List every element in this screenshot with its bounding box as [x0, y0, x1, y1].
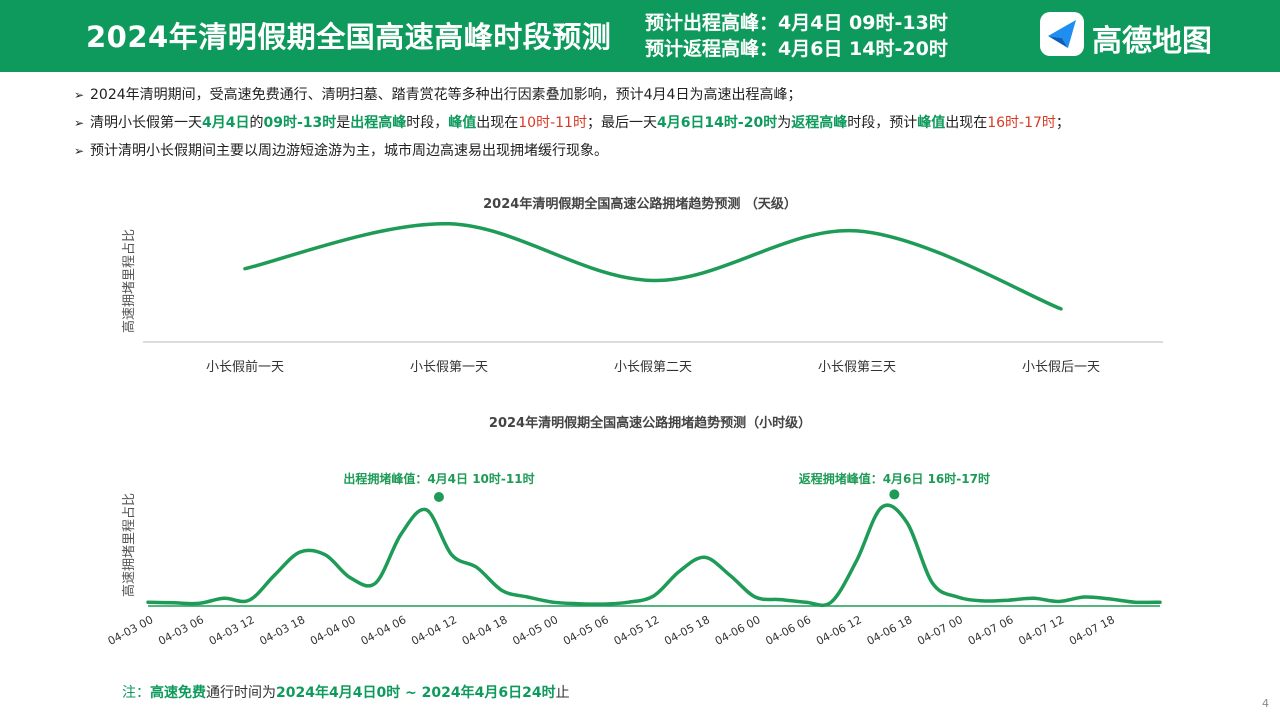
bullet-text: 2024年清明期间，受高速免费通行、清明扫墓、踏青赏花等多种出行因素叠加影响，预…: [90, 87, 802, 103]
x-tick-label: 04-04 06: [359, 613, 409, 648]
return-peak-text: 预计返程高峰：4月6日 14时-20时: [645, 38, 948, 60]
amap-logo-icon: [1040, 12, 1084, 56]
bullet-item: ➢ 预计清明小长假期间主要以周边游短途游为主，城市周边高速易出现拥堵缓行现象。: [74, 140, 1070, 168]
daily-trend-line: [243, 222, 1063, 311]
arrow-bullet-icon: ➢: [74, 144, 85, 158]
x-tick-label: 04-06 00: [713, 613, 763, 648]
footnote-middle: 通行时间为: [206, 685, 276, 701]
page-number: 4: [1262, 697, 1269, 710]
peak-annotation: 出程拥堵峰值：4月4日 10时-11时: [343, 471, 534, 486]
bullet-segment: 的: [249, 115, 264, 131]
footnote: 注：高速免费通行时间为2024年4月4日0时 ~ 2024年4月6日24时止: [122, 682, 570, 702]
amap-logo: 高德地图: [1040, 12, 1240, 60]
bullet-segment: 为: [777, 115, 792, 131]
x-tick-label: 04-06 18: [865, 613, 915, 648]
bullet-segment: 10时-11时: [518, 115, 587, 131]
chart-title: 2024年清明假期全国高速公路拥堵趋势预测 （天级）: [483, 196, 797, 212]
x-tick-label: 小长假后一天: [1022, 360, 1100, 375]
x-tick-label: 04-05 06: [561, 613, 611, 648]
x-tick-label: 04-07 12: [1016, 613, 1066, 648]
bullet-segment: ；: [1055, 115, 1070, 131]
peak-marker: [433, 492, 444, 502]
daily-congestion-chart: 2024年清明假期全国高速公路拥堵趋势预测 （天级） 高速拥堵里程占比小长假前一天…: [121, 196, 1163, 375]
bullet-segment: 时段，: [406, 115, 449, 131]
x-tick-label: 小长假第三天: [818, 360, 896, 375]
bullet-segment: 是: [336, 115, 351, 131]
bullet-segment: 清明小长假第一天: [90, 115, 202, 131]
x-tick-label: 04-07 00: [915, 613, 965, 648]
bullet-segment: 4月4日: [202, 115, 250, 131]
footnote-highlight: 高速免费: [150, 685, 206, 701]
x-tick-label: 小长假第一天: [410, 360, 488, 375]
footnote-prefix: 注：: [122, 685, 150, 701]
x-tick-label: 04-04 12: [409, 613, 459, 648]
bullet-segment: 时段，预计: [847, 115, 918, 131]
bullet-segment: ；最后一天: [586, 115, 657, 131]
bullet-segment: 出程高峰: [350, 115, 407, 131]
bullet-text: 预计清明小长假期间主要以周边游短途游为主，城市周边高速易出现拥堵缓行现象。: [90, 143, 608, 159]
peak-summary: 预计出程高峰：4月4日 09时-13时 预计返程高峰：4月6日 14时-20时: [645, 10, 948, 62]
y-axis-label: 高速拥堵里程占比: [121, 493, 137, 597]
bullet-segment: 峰值: [917, 115, 946, 131]
bullet-segment: 出现在: [476, 115, 519, 131]
x-tick-label: 04-05 12: [612, 613, 662, 648]
x-tick-label: 04-04 18: [460, 613, 510, 648]
bullet-segment: 09时-13时: [263, 115, 337, 131]
x-tick-label: 04-05 00: [510, 613, 560, 648]
bullet-segment: 4月6日14时-20时: [656, 115, 778, 131]
arrow-bullet-icon: ➢: [74, 88, 85, 102]
footnote-suffix: 止: [555, 685, 570, 701]
peak-marker: [889, 489, 900, 500]
x-tick-label: 04-03 00: [106, 613, 156, 648]
arrow-bullet-icon: ➢: [74, 116, 85, 130]
x-tick-label: 04-05 18: [662, 613, 712, 648]
x-tick-label: 04-04 00: [308, 613, 358, 648]
hourly-trend-line: [146, 503, 1162, 608]
bullet-item: ➢ 清明小长假第一天4月4日的09时-13时是出程高峰时段，峰值出现在10时-11…: [74, 112, 1070, 140]
x-tick-label: 04-03 06: [156, 613, 206, 648]
bullet-segment: 返程高峰: [791, 115, 848, 131]
amap-logo-text: 高德地图: [1092, 24, 1212, 59]
footnote-range: 2024年4月4日0时 ~ 2024年4月6日24时: [276, 685, 556, 701]
chart-title: 2024年清明假期全国高速公路拥堵趋势预测（小时级）: [489, 415, 811, 431]
peak-annotation: 返程拥堵峰值：4月6日 16时-17时: [799, 471, 990, 486]
page-title: 2024年清明假期全国高速高峰时段预测: [86, 20, 612, 54]
outbound-peak-text: 预计出程高峰：4月4日 09时-13时: [645, 12, 948, 34]
x-tick-label: 04-07 18: [1067, 613, 1117, 648]
x-tick-label: 04-03 18: [257, 613, 307, 648]
x-tick-label: 04-06 06: [763, 613, 813, 648]
bullet-item: ➢ 2024年清明期间，受高速免费通行、清明扫墓、踏青赏花等多种出行因素叠加影响，…: [74, 84, 1070, 112]
x-tick-label: 04-07 06: [966, 613, 1016, 648]
bullet-segment: 出现在: [945, 115, 988, 131]
y-axis-label: 高速拥堵里程占比: [121, 229, 137, 333]
x-tick-label: 小长假第二天: [614, 360, 692, 375]
bullet-text-rich: 清明小长假第一天4月4日的09时-13时是出程高峰时段，峰值出现在10时-11时…: [90, 115, 1070, 131]
x-tick-label: 小长假前一天: [206, 359, 284, 375]
bullet-segment: 峰值: [448, 115, 477, 131]
header-banner: 2024年清明假期全国高速高峰时段预测 预计出程高峰：4月4日 09时-13时 …: [0, 0, 1280, 72]
bullet-segment: 16时-17时: [987, 115, 1056, 131]
bullet-list: ➢ 2024年清明期间，受高速免费通行、清明扫墓、踏青赏花等多种出行因素叠加影响，…: [74, 84, 1070, 168]
x-tick-label: 04-06 12: [814, 613, 864, 648]
x-tick-label: 04-03 12: [207, 613, 257, 648]
